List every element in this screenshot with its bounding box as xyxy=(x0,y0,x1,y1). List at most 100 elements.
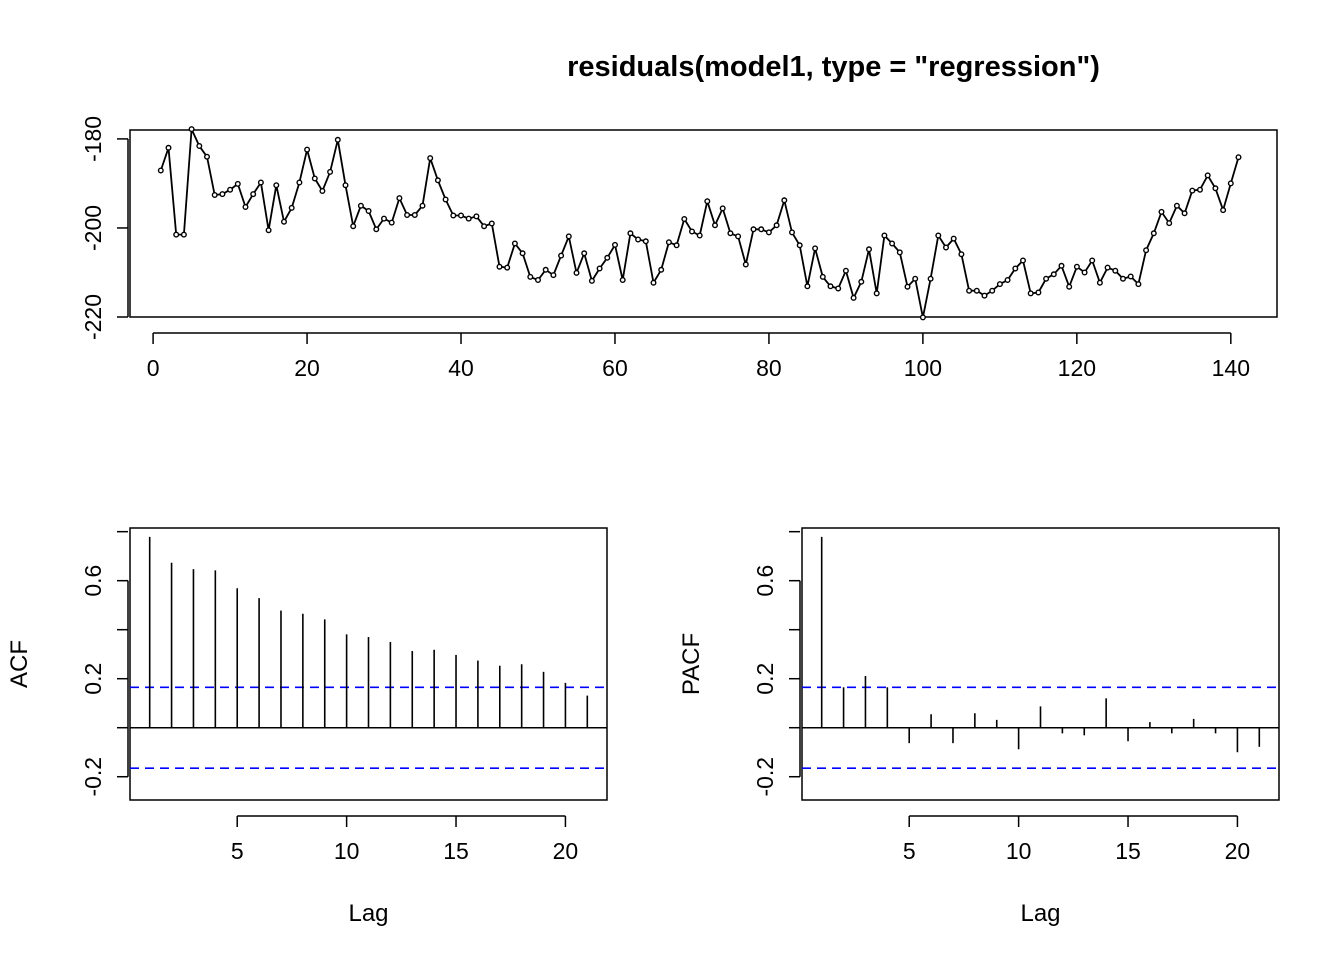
residual-point xyxy=(858,278,865,285)
residual-point xyxy=(966,287,973,294)
residual-point xyxy=(658,266,665,273)
residual-point xyxy=(227,186,234,193)
residual-point xyxy=(296,179,303,186)
x-tick-label: 40 xyxy=(448,355,474,381)
residual-point xyxy=(573,269,580,276)
residual-point xyxy=(1035,289,1042,296)
residual-point xyxy=(873,290,880,297)
residual-point xyxy=(704,198,711,205)
residuals-time-series-panel: residuals(model1, type = "regression") 0 2… xyxy=(80,51,1278,381)
x-tick-label: 15 xyxy=(443,838,469,864)
residual-point xyxy=(180,231,187,238)
x-tick-label: 100 xyxy=(904,355,942,381)
residual-point xyxy=(588,277,595,284)
residual-point xyxy=(419,202,426,209)
residual-point xyxy=(558,252,565,259)
residual-point xyxy=(334,136,341,143)
residual-point xyxy=(1166,220,1173,227)
residual-point xyxy=(1189,187,1196,194)
residual-point xyxy=(735,233,742,240)
y-axis-label: PACF xyxy=(678,633,705,695)
residual-point xyxy=(896,249,903,256)
residual-point xyxy=(1220,207,1227,214)
y-tick-label: -180 xyxy=(80,116,106,162)
residual-point xyxy=(1143,247,1150,254)
residual-point xyxy=(927,275,934,282)
residual-point xyxy=(1043,275,1050,282)
residual-point xyxy=(527,273,534,280)
residual-point xyxy=(804,283,811,290)
residual-point xyxy=(565,233,572,240)
residual-point xyxy=(596,265,603,272)
residual-point xyxy=(234,180,241,187)
residual-point xyxy=(1081,269,1088,276)
x-tick-label: 120 xyxy=(1058,355,1096,381)
x-tick-label: 60 xyxy=(602,355,628,381)
residual-point xyxy=(996,281,1003,288)
residual-point xyxy=(1127,273,1134,280)
residual-point xyxy=(681,215,688,222)
x-tick-label: 10 xyxy=(334,838,360,864)
y-tick-label: -0.2 xyxy=(752,757,778,797)
residual-point xyxy=(488,220,495,227)
residual-point xyxy=(742,261,749,268)
residual-point xyxy=(696,232,703,239)
y-tick-label: -220 xyxy=(80,294,106,340)
residual-point xyxy=(1004,277,1011,284)
acf-panel: 5 10 15 20 -0.2 0.2 0.6 Lag ACF xyxy=(6,527,608,927)
residual-point xyxy=(835,285,842,292)
residual-point xyxy=(1173,202,1180,209)
residual-point xyxy=(619,277,626,284)
residual-point xyxy=(1058,262,1065,269)
residual-point xyxy=(1089,257,1096,264)
residual-point xyxy=(265,227,272,234)
residual-point xyxy=(773,222,780,229)
residual-point xyxy=(519,250,526,257)
y-tick-label: 0.2 xyxy=(80,663,106,695)
residual-point xyxy=(796,242,803,249)
residual-point xyxy=(650,279,657,286)
residual-point xyxy=(612,241,619,248)
residual-point xyxy=(789,229,796,236)
residual-point xyxy=(812,245,819,252)
residual-point xyxy=(273,182,280,189)
residual-series-line xyxy=(159,128,1240,318)
plot-frame xyxy=(129,527,608,801)
residual-point xyxy=(712,222,719,229)
x-tick-label: 5 xyxy=(903,838,916,864)
y-tick-label: -0.2 xyxy=(80,757,106,797)
residual-point xyxy=(827,283,834,290)
residual-point xyxy=(396,195,403,202)
residual-point xyxy=(904,283,911,290)
residual-point xyxy=(1027,290,1034,297)
chart-title: residuals(model1, type = "regression") xyxy=(567,51,1100,83)
residual-point xyxy=(242,203,249,210)
residual-point xyxy=(319,187,326,194)
residual-point xyxy=(203,153,210,160)
y-axis-label: ACF xyxy=(6,640,33,688)
residual-point xyxy=(1212,185,1219,192)
y-tick-label: -200 xyxy=(80,205,106,251)
residual-point xyxy=(635,236,642,243)
residual-point xyxy=(188,126,195,133)
residual-point xyxy=(1066,283,1073,290)
residual-point xyxy=(281,218,288,225)
residual-point xyxy=(442,196,449,203)
x-tick-label: 20 xyxy=(294,355,320,381)
y-tick-label: 0.6 xyxy=(80,565,106,597)
residual-point xyxy=(689,228,696,235)
y-tick-label: 0.2 xyxy=(752,663,778,695)
residual-point xyxy=(673,242,680,249)
residual-point xyxy=(388,219,395,226)
residual-point xyxy=(665,239,672,246)
residual-point xyxy=(542,266,549,273)
residual-point xyxy=(1096,279,1103,286)
x-axis-label: Lag xyxy=(1020,900,1060,927)
residual-point xyxy=(1204,172,1211,179)
residual-point xyxy=(458,212,465,219)
residual-point xyxy=(881,232,888,239)
residual-point xyxy=(627,230,634,237)
residual-point xyxy=(1112,267,1119,274)
residual-point xyxy=(211,191,218,198)
